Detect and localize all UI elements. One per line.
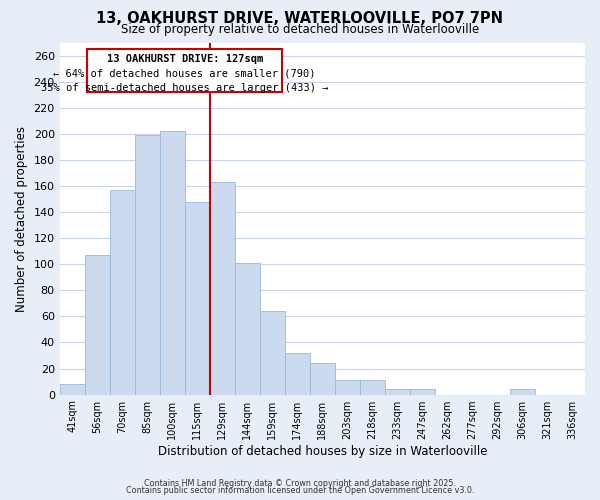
X-axis label: Distribution of detached houses by size in Waterlooville: Distribution of detached houses by size … <box>158 444 487 458</box>
Bar <box>510 390 535 394</box>
Bar <box>185 202 210 394</box>
Text: Contains HM Land Registry data © Crown copyright and database right 2025.: Contains HM Land Registry data © Crown c… <box>144 478 456 488</box>
Y-axis label: Number of detached properties: Number of detached properties <box>15 126 28 312</box>
Bar <box>310 364 335 394</box>
FancyBboxPatch shape <box>87 49 283 92</box>
Bar <box>360 380 385 394</box>
Text: Contains public sector information licensed under the Open Government Licence v3: Contains public sector information licen… <box>126 486 474 495</box>
Bar <box>85 255 110 394</box>
Bar <box>260 311 285 394</box>
Bar <box>135 135 160 394</box>
Bar <box>410 390 435 394</box>
Bar <box>235 263 260 394</box>
Text: 13 OAKHURST DRIVE: 127sqm: 13 OAKHURST DRIVE: 127sqm <box>107 54 263 64</box>
Bar <box>160 131 185 394</box>
Text: Size of property relative to detached houses in Waterlooville: Size of property relative to detached ho… <box>121 22 479 36</box>
Bar <box>210 182 235 394</box>
Bar <box>385 390 410 394</box>
Text: ← 64% of detached houses are smaller (790): ← 64% of detached houses are smaller (79… <box>53 68 316 78</box>
Bar <box>285 353 310 395</box>
Bar <box>335 380 360 394</box>
Text: 35% of semi-detached houses are larger (433) →: 35% of semi-detached houses are larger (… <box>41 83 328 93</box>
Bar <box>59 384 85 394</box>
Bar <box>110 190 135 394</box>
Text: 13, OAKHURST DRIVE, WATERLOOVILLE, PO7 7PN: 13, OAKHURST DRIVE, WATERLOOVILLE, PO7 7… <box>97 11 503 26</box>
